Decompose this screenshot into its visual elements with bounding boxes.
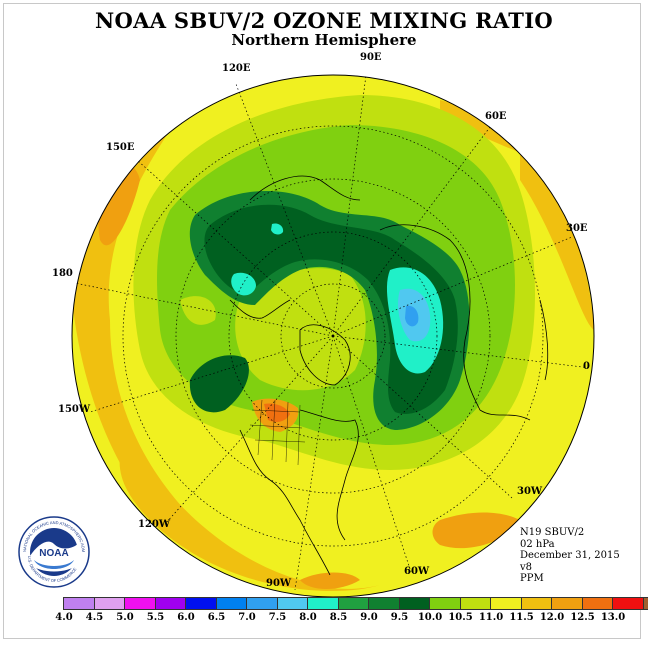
info-level: 02 hPa <box>520 538 555 550</box>
meridian-150w <box>89 335 334 413</box>
colorbar-segment <box>186 598 217 609</box>
colorbar-segment <box>430 598 461 609</box>
meridian-30w <box>332 335 513 499</box>
meridian-60w <box>332 335 412 573</box>
colorbar-tick-label: 6.0 <box>177 612 195 623</box>
field-10_5-11-south <box>119 430 380 592</box>
lat-circle-80 <box>280 283 386 389</box>
field-10_5-11-east <box>520 140 594 330</box>
lon-label-180: 180 <box>52 268 73 279</box>
colorbar-segment <box>369 598 400 609</box>
colorbar-segment <box>64 598 95 609</box>
field-patch-9_5-10 <box>180 296 216 325</box>
colorbar-segment <box>521 598 552 609</box>
graticule <box>74 74 591 591</box>
colorbar-segment <box>277 598 308 609</box>
frame-border <box>3 3 641 639</box>
coastlines <box>229 175 549 576</box>
colorbar <box>63 597 648 610</box>
lat-circle-70 <box>228 231 438 441</box>
coast-alaska <box>229 299 291 319</box>
colorbar-tick-label: 8.0 <box>299 612 317 623</box>
colorbar-segment <box>247 598 278 609</box>
colorbar-segment <box>125 598 156 609</box>
meridian-90w <box>294 335 334 591</box>
lon-label-0: 0 <box>583 361 590 372</box>
lon-label-30e: 30E <box>566 223 588 234</box>
coast-eurasia <box>379 224 531 421</box>
colorbar-tick-label: 10.0 <box>417 612 443 623</box>
colorbar-tick-label: 4.0 <box>55 612 73 623</box>
colorbar-segment <box>155 598 186 609</box>
colorbar-segment <box>552 598 583 609</box>
lon-label-150e: 150E <box>106 142 135 153</box>
colorbar-tick-label: 9.5 <box>390 612 409 623</box>
colorbar-segment <box>613 598 644 609</box>
field-8-8_5-vortex <box>204 204 458 414</box>
map-title: NOAA SBUV/2 OZONE MIXING RATIO <box>95 8 553 33</box>
lon-label-90e: 90E <box>360 52 382 63</box>
info-date: December 31, 2015 <box>520 550 620 561</box>
field-7_5-8-arctic <box>271 223 284 235</box>
colorbar-segment <box>491 598 522 609</box>
field-6_5-7-center <box>405 305 419 327</box>
colorbar-tick-label: 7.0 <box>238 612 256 623</box>
colorbar-tick-label: 12.5 <box>570 612 595 623</box>
lon-label-60e: 60E <box>485 111 507 122</box>
colorbar-segment <box>338 598 369 609</box>
coast-siberia <box>249 175 361 201</box>
info-version: v8 <box>520 561 533 573</box>
lon-label-120e: 120E <box>222 63 251 74</box>
map-subtitle: Northern Hemisphere <box>231 31 417 49</box>
field-11_5-12-us <box>264 403 290 422</box>
colorbar-segment <box>216 598 247 609</box>
lat-circle-50 <box>122 125 544 547</box>
colorbar-tick-label: 11.5 <box>509 612 534 623</box>
lat-circle-60 <box>175 178 491 494</box>
lon-label-30w: 30W <box>517 486 543 497</box>
field-8-8_5-pacific-patch <box>189 355 249 413</box>
info-instrument: N19 SBUV/2 <box>520 527 585 538</box>
noaa-logo: NOAA NATIONAL OCEANIC AND ATMOSPHERIC AD… <box>18 516 90 588</box>
field-7_5-8-siberia <box>231 272 256 296</box>
coast-greenland <box>299 324 351 386</box>
colorbar-segment <box>460 598 491 609</box>
colorbar-segment <box>643 598 648 609</box>
coast-north-america-east <box>299 409 359 541</box>
colorbar-segment <box>399 598 430 609</box>
meridian-0 <box>332 335 591 369</box>
lon-label-90w: 90W <box>266 578 292 589</box>
colorbar-tick-label: 6.5 <box>207 612 226 623</box>
info-units: PPM <box>520 573 544 584</box>
colorbar-tick-label: 12.0 <box>539 612 565 623</box>
colorbar-segment <box>308 598 339 609</box>
colorbar-tick-label: 5.0 <box>116 612 134 623</box>
colorbar-tick-label: 4.5 <box>85 612 104 623</box>
colorbar-tick-label: 11.0 <box>478 612 504 623</box>
colorbar-tick-label: 13.0 <box>600 612 626 623</box>
lon-label-120w: 120W <box>138 519 171 530</box>
colorbar-tick-label: 10.5 <box>448 612 473 623</box>
coast-europe-west <box>539 299 549 381</box>
lon-label-150w: 150W <box>58 404 91 415</box>
colorbar-tick-label: 5.5 <box>146 612 165 623</box>
us-state-lines <box>249 399 306 466</box>
noaa-logo-text: NOAA <box>39 548 68 559</box>
meridian-120e <box>235 83 334 337</box>
meridian-30e <box>332 236 573 337</box>
colorbar-tick-label: 7.5 <box>268 612 287 623</box>
info-block: N19 SBUV/2 02 hPa December 31, 2015 v8 P… <box>520 527 620 585</box>
field-11-11_5-caribbean <box>300 572 360 589</box>
colorbar-tick-label: 8.5 <box>329 612 348 623</box>
colorbar-segment <box>582 598 613 609</box>
colorbar-tick-label: 9.0 <box>360 612 378 623</box>
colorbar-segment <box>94 598 125 609</box>
lon-label-60w: 60W <box>404 566 430 577</box>
coast-north-america-west <box>239 429 331 576</box>
